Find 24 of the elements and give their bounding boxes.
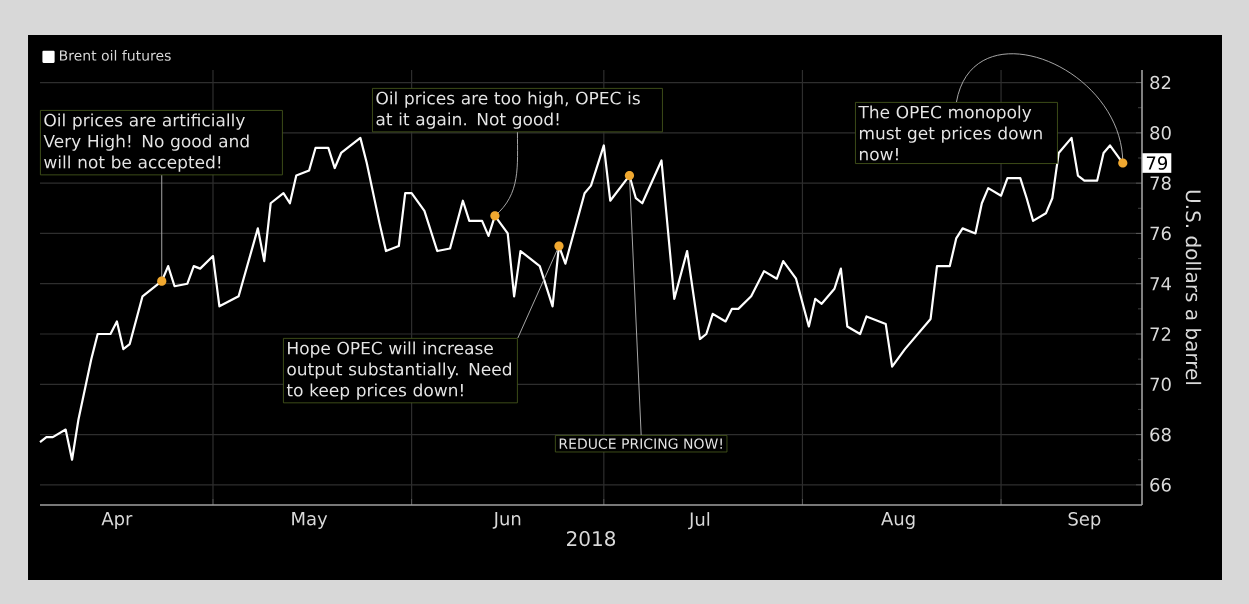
y-tick-label: 68 [1150,427,1171,442]
annotation: The OPEC monopoly must get prices down now! [858,105,1042,161]
annotation: Oil prices are too high, OPEC is at it again. Not good! [376,91,640,129]
annotation: Hope OPEC will increase output substantially. Need to keep prices down! [286,341,511,400]
x-tick-label: Jul [688,512,710,530]
x-tick-label: May [292,512,328,529]
y-tick-label: 76 [1150,226,1171,241]
annotation: REDUCE PRICING NOW! [559,438,722,449]
x-tick-label: Sep [1068,512,1101,530]
legend-label: Brent oil futures [59,49,171,61]
x-axis-title: 2018 [567,531,616,547]
annotation: Oil prices are artificially Very High! No good and will not be accepted! [43,113,249,172]
y-tick-label: 66 [1150,478,1171,492]
y-tick-label: 80 [1150,126,1171,140]
y-tick-label: 74 [1150,277,1171,291]
x-tick-label: Jun [492,512,521,529]
annotation: 79 [1146,156,1168,170]
x-tick-label: Aug [881,512,915,529]
y-tick-label: 72 [1150,327,1171,341]
y-tick-label: 82 [1150,75,1171,90]
y-tick-label: 70 [1150,377,1171,392]
y-axis-title: U.S. dollars a barrel [1185,190,1202,385]
y-tick-label: 78 [1150,176,1171,190]
x-tick-label: Apr [101,512,133,529]
